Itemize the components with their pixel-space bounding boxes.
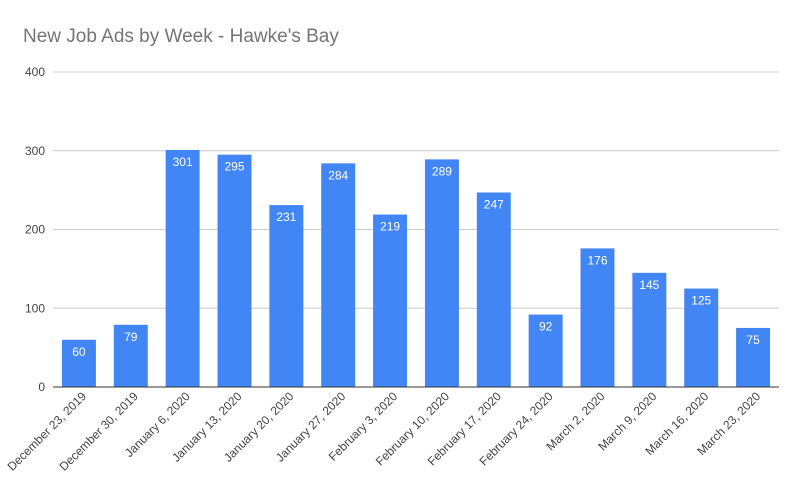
bar [373,214,408,387]
bar [476,192,511,387]
data-label: 231 [276,210,296,224]
data-label: 284 [328,168,348,182]
bar [632,272,667,387]
bar [424,159,459,387]
bar [269,205,304,387]
bar [113,324,148,387]
data-label: 219 [380,220,400,234]
data-label: 145 [639,278,659,292]
y-tick-label: 400 [25,65,45,79]
y-tick-label: 200 [25,223,45,237]
bars [61,149,771,387]
bar [684,288,719,387]
chart-title: New Job Ads by Week - Hawke's Bay [23,26,339,47]
data-label: 60 [72,345,86,359]
data-label: 125 [691,294,711,308]
bar [736,327,771,387]
y-tick-label: 300 [25,144,45,158]
bar [580,248,615,387]
data-label: 295 [224,160,244,174]
data-label: 92 [539,320,553,334]
data-label: 176 [587,253,607,267]
bar [528,314,563,387]
data-label: 301 [173,155,193,169]
data-label: 79 [124,330,138,344]
data-label: 75 [746,333,760,347]
y-tick-label: 0 [38,380,45,394]
bar [321,163,356,387]
gridlines [53,71,779,388]
data-label: 247 [484,197,504,211]
bar [217,154,252,387]
bar [61,339,96,387]
data-label: 289 [432,164,452,178]
y-tick-label: 100 [25,301,45,315]
bar [165,149,200,387]
